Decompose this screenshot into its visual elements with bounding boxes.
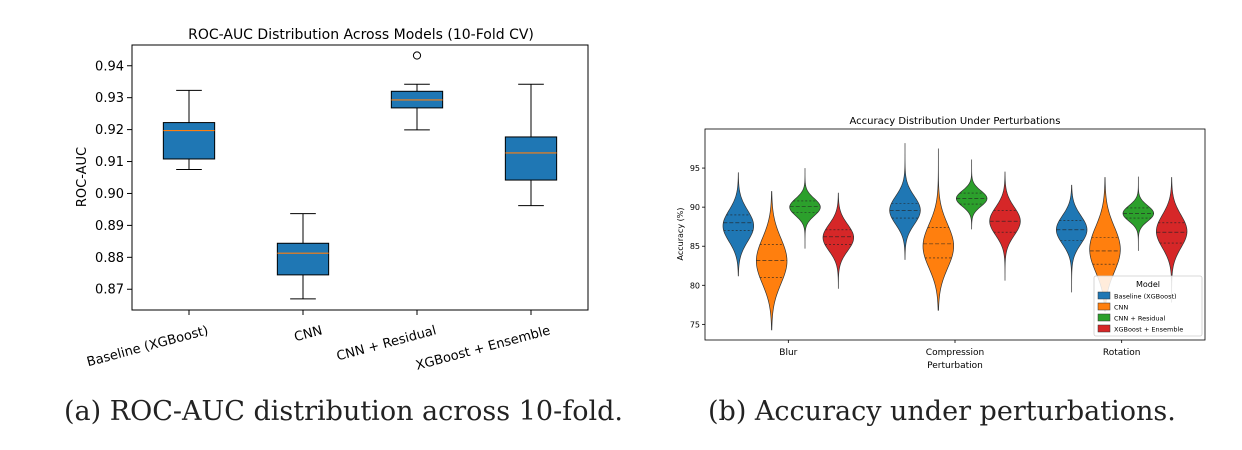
y-tick-label: 0.89 bbox=[95, 219, 124, 234]
violin-body bbox=[955, 159, 988, 230]
boxplot-title: ROC-AUC Distribution Across Models (10-F… bbox=[188, 27, 534, 43]
violin-body bbox=[789, 168, 821, 249]
violin-x-label: Perturbation bbox=[927, 361, 983, 371]
violin-y-label: Accuracy (%) bbox=[676, 208, 685, 261]
accuracy-violinplot: Accuracy Distribution Under Perturbation… bbox=[676, 116, 1206, 371]
violin-body bbox=[1122, 176, 1155, 251]
legend-label: Baseline (XGBoost) bbox=[1114, 293, 1177, 301]
violin-body bbox=[822, 192, 855, 289]
boxplot-boxes bbox=[162, 51, 558, 300]
y-tick-label: 0.88 bbox=[95, 251, 124, 266]
y-tick-label: 0.91 bbox=[95, 155, 124, 170]
legend-box bbox=[1093, 275, 1203, 337]
y-tick-label: 0.87 bbox=[95, 283, 124, 298]
x-tick-label: Rotation bbox=[1103, 348, 1141, 358]
violin-body bbox=[755, 191, 788, 331]
legend-swatch bbox=[1097, 324, 1111, 333]
legend-swatch bbox=[1097, 291, 1111, 300]
violin-body bbox=[922, 148, 955, 311]
violin-legend: Model Baseline (XGBoost) CNN CNN + Residua… bbox=[1093, 275, 1203, 337]
x-tick-label: Baseline (XGBoost) bbox=[85, 323, 210, 370]
violin-y-axis: 75 80 85 90 95 bbox=[690, 164, 705, 329]
violin-body bbox=[889, 143, 921, 260]
x-tick-label: CNN bbox=[293, 323, 324, 345]
boxplot-y-label: ROC-AUC bbox=[75, 147, 90, 207]
violin-title: Accuracy Distribution Under Perturbation… bbox=[850, 116, 1061, 127]
x-tick-label: Blur bbox=[779, 348, 797, 358]
y-tick-label: 0.92 bbox=[95, 123, 124, 138]
y-tick-label: 75 bbox=[690, 320, 700, 329]
y-tick-label: 80 bbox=[690, 281, 700, 290]
box-body bbox=[504, 136, 558, 181]
y-tick-label: 0.93 bbox=[95, 91, 124, 106]
legend-items: Baseline (XGBoost) CNN CNN + Residual XGBoo… bbox=[1097, 291, 1183, 334]
violin-bodies bbox=[722, 143, 1188, 331]
violin-body bbox=[989, 171, 1021, 281]
violin-body bbox=[1089, 177, 1121, 312]
legend-label: XGBoost + Ensemble bbox=[1114, 326, 1183, 334]
violin-body bbox=[1055, 184, 1088, 293]
violin-body bbox=[722, 172, 755, 277]
y-tick-label: 95 bbox=[690, 164, 700, 173]
y-tick-label: 0.90 bbox=[95, 187, 124, 202]
x-tick-label: Compression bbox=[926, 348, 984, 358]
caption-a: (a) ROC-AUC distribution across 10-fold. bbox=[64, 396, 623, 427]
legend-title: Model bbox=[1136, 280, 1160, 289]
y-tick-label: 90 bbox=[690, 203, 700, 212]
boxplot-y-axis: 0.87 0.88 0.89 0.90 0.91 0.92 0.93 0.94 bbox=[95, 59, 132, 298]
box-body bbox=[276, 242, 330, 276]
violin-x-axis: Blur Compression Rotation bbox=[779, 340, 1140, 358]
flier-point bbox=[412, 51, 422, 60]
boxplot-x-axis: Baseline (XGBoost) CNN CNN + ResidualXGBoo… bbox=[85, 310, 552, 374]
violin-body bbox=[1155, 177, 1188, 303]
y-tick-label: 0.94 bbox=[95, 59, 124, 74]
boxplot-frame bbox=[131, 44, 589, 311]
legend-label: CNN + Residual bbox=[1114, 315, 1165, 323]
roc-auc-boxplot: ROC-AUC Distribution Across Models (10-F… bbox=[75, 27, 589, 374]
legend-swatch bbox=[1097, 302, 1111, 311]
y-tick-label: 85 bbox=[690, 242, 700, 251]
legend-label: CNN bbox=[1114, 304, 1128, 312]
legend-swatch bbox=[1097, 313, 1111, 322]
box-body bbox=[162, 122, 216, 160]
caption-b: (b) Accuracy under perturbations. bbox=[708, 396, 1176, 427]
